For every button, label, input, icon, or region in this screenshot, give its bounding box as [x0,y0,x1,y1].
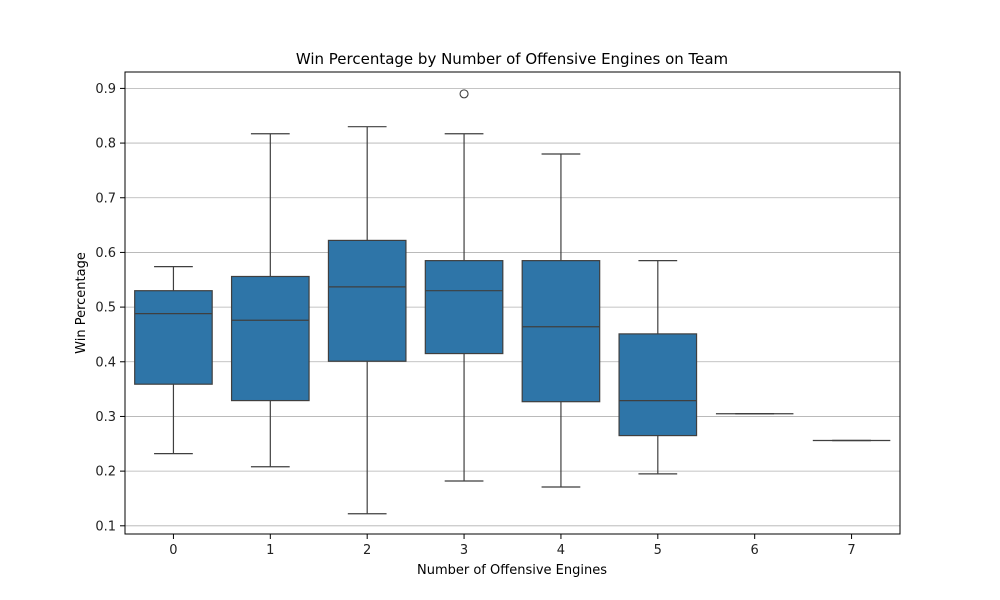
x-tick-label: 6 [751,543,759,558]
x-tick-label: 7 [847,543,855,558]
x-tick-label: 2 [363,543,371,558]
box-group-0 [134,266,213,455]
y-tick-label: 0.4 [95,355,116,370]
y-tick-label: 0.8 [95,137,116,152]
y-tick-label: 0.6 [95,246,116,261]
iqr-box [424,260,504,355]
iqr-box [230,275,310,402]
box-series [134,89,891,515]
y-tick-label: 0.9 [95,82,116,97]
x-tick-label: 5 [654,543,662,558]
x-tick-label: 0 [169,543,177,558]
y-tick-label: 0.1 [95,519,116,534]
x-tick-label: 4 [557,543,565,558]
x-tick-label: 3 [460,543,468,558]
box-group-1 [230,133,310,468]
box-group-3 [424,89,504,482]
outlier-point [459,89,469,99]
x-tick-label: 1 [266,543,274,558]
y-tick-label: 0.3 [95,410,116,425]
box-group-4 [521,153,601,488]
iqr-box [134,290,213,385]
y-tick-label: 0.2 [95,465,116,480]
y-axis-label: Win Percentage [74,252,89,354]
plot-frame [124,71,901,535]
x-axis-ticks: 0 1 2 3 4 5 6 7 [169,534,856,558]
box-group-2 [327,126,407,515]
x-axis-label: Number of Offensive Engines [417,563,607,578]
box-group-5 [618,260,698,475]
y-tick-label: 0.7 [95,191,116,206]
y-tick-label: 0.5 [95,301,116,316]
y-axis-ticks: 0.1 0.2 0.3 0.4 0.5 0.6 0.7 0.8 0.9 [95,82,125,534]
iqr-box [521,260,601,403]
chart-title: Win Percentage by Number of Offensive En… [296,50,728,68]
iqr-box [327,239,407,362]
iqr-box [618,333,698,437]
